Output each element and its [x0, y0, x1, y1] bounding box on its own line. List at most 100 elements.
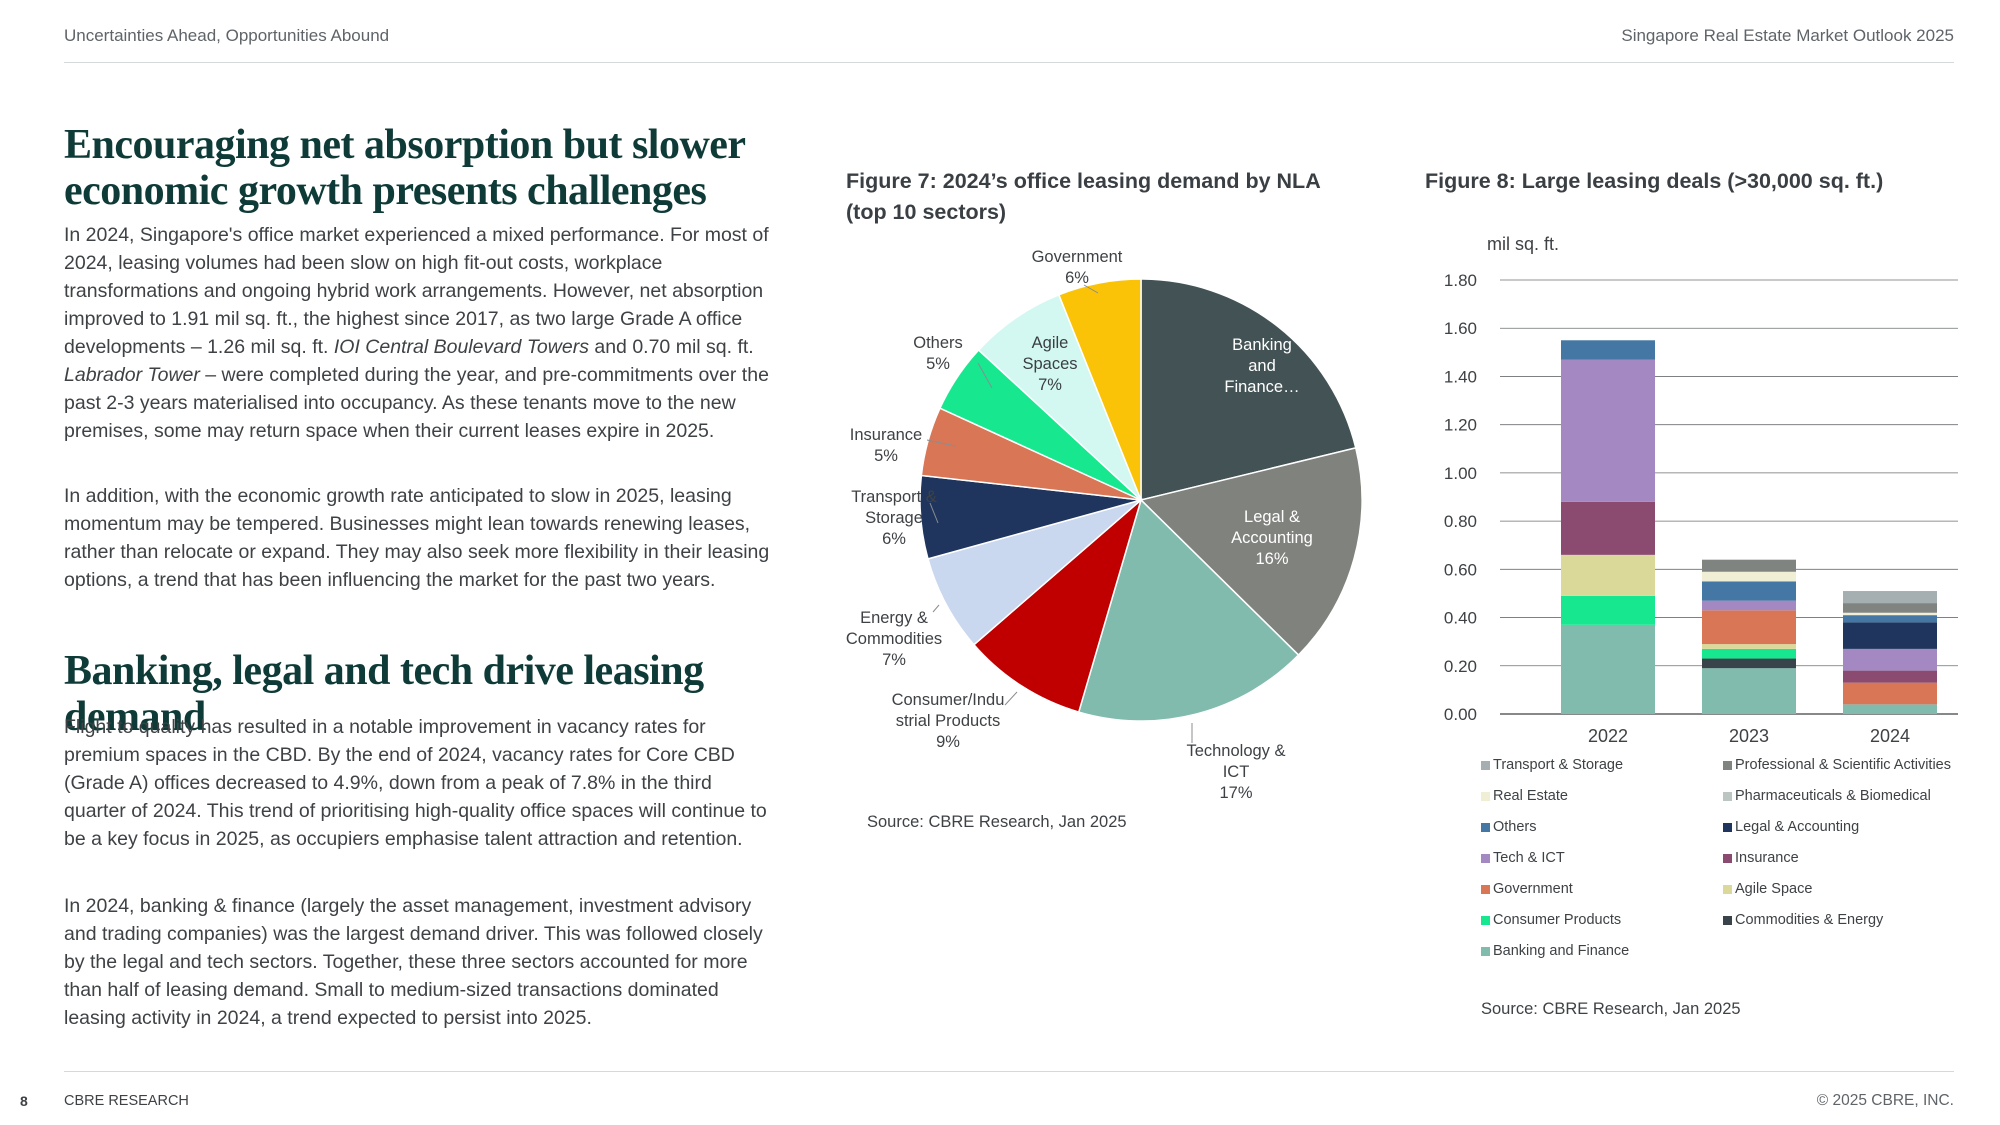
bar-segment-2023-agile-space	[1702, 644, 1796, 649]
running-header-report: Singapore Real Estate Market Outlook 202…	[1621, 26, 1954, 45]
bar-segment-2022-insurance	[1561, 501, 1655, 555]
y-tick-label: 0.60	[1444, 560, 1477, 579]
y-axis-label: mil sq. ft.	[1487, 234, 1559, 254]
legend-label: Consumer Products	[1493, 912, 1622, 928]
footer-divider	[64, 1071, 1954, 1072]
bar-segment-2024-real-estate	[1843, 612, 1937, 616]
legend-item-agile-space: Agile Space	[1723, 880, 1961, 898]
legend-label: Others	[1493, 819, 1537, 835]
legend-label: Transport & Storage	[1493, 757, 1624, 773]
building-name-labrador: Labrador Tower	[64, 364, 200, 386]
y-tick-label: 1.20	[1444, 416, 1477, 435]
pie-label-others: Others 5%	[913, 334, 963, 373]
legend-item-others: Others	[1481, 818, 1723, 836]
bar-segment-2023-commodities-energy	[1702, 658, 1796, 669]
pie-label-technology-ict: Technology & ICT 17%	[1186, 742, 1285, 802]
legend-swatch	[1723, 822, 1732, 832]
legend-item-transport-storage: Transport & Storage	[1481, 756, 1723, 774]
y-tick-label: 1.00	[1444, 464, 1477, 483]
pie-label-consumer-industrial-products: Consumer/Indu strial Products 9%	[892, 691, 1005, 751]
legend-label: Agile Space	[1735, 881, 1813, 897]
legend-item-professional-scientific-activities: Professional & Scientific Activities	[1723, 756, 1961, 774]
section-heading-leasing-demand: Banking, legal and tech drive leasing de…	[64, 648, 704, 740]
bar-segment-2024-transport-storage	[1843, 591, 1937, 604]
legend-swatch	[1723, 791, 1732, 801]
legend-item-commodities-energy: Commodities & Energy	[1723, 911, 1961, 929]
paragraph-demand-drivers: In 2024, banking & finance (largely the …	[64, 895, 763, 1029]
figure8-stacked-bar-chart: mil sq. ft. 0.00 0.20 0.40 0.60 0.80 1.00 1.20 1…	[1444, 234, 1958, 746]
legend-swatch	[1723, 884, 1732, 894]
figure7-pie-chart: Banking and Finance… Legal & Accounting 16% Te…	[846, 248, 1363, 802]
leader-line-others	[977, 362, 993, 389]
bar-segment-2024-tech-ict	[1843, 648, 1937, 671]
legend-swatch	[1723, 760, 1732, 770]
legend-swatch	[1481, 760, 1490, 770]
footer-copyright: © 2025 CBRE, INC.	[1816, 1092, 1954, 1109]
legend-item-banking-and-finance: Banking and Finance	[1481, 942, 1723, 960]
legend-item-government: Government	[1481, 880, 1723, 898]
pie-slice-technology-ict	[1077, 498, 1300, 722]
x-tick-label: 2024	[1870, 726, 1910, 746]
bar-segment-2024-government	[1843, 682, 1937, 705]
paragraph-text: – were completed during the year, and pr…	[64, 364, 769, 442]
building-name-ioi: IOI Central Boulevard Towers	[333, 336, 589, 358]
pie-slice-consumer-industrial-products	[972, 497, 1143, 713]
figure8-legend: Transport & Storage Professional & Scient…	[1481, 756, 1961, 960]
x-tick-label: 2023	[1729, 726, 1769, 746]
x-tick-label: 2022	[1588, 726, 1628, 746]
bar-segment-2023-government	[1702, 610, 1796, 645]
y-tick-label: 0.80	[1444, 512, 1477, 531]
y-tick-label: 0.20	[1444, 657, 1477, 676]
running-header-title: Uncertainties Ahead, Opportunities Aboun…	[64, 26, 390, 45]
legend-swatch	[1481, 884, 1490, 894]
legend-swatch	[1723, 915, 1732, 925]
figure8-title: Figure 8: Large leasing deals (>30,000 s…	[1425, 169, 1884, 193]
legend-label: Banking and Finance	[1493, 943, 1630, 959]
legend-item-tech-ict: Tech & ICT	[1481, 849, 1723, 867]
bar-segment-2024-banking-and-finance	[1843, 704, 1937, 714]
legend-label: Professional & Scientific Activities	[1735, 757, 1951, 773]
section-heading-absorption: Encouraging net absorption but slower ec…	[64, 122, 745, 214]
bar-segment-2024-legal-accounting	[1843, 622, 1937, 649]
y-tick-label: 1.60	[1444, 319, 1477, 338]
legend-swatch	[1481, 791, 1490, 801]
pie-label-energy-commodities: Energy & Commodities 7%	[846, 609, 942, 669]
leader-line-consumer-industrial-products	[1004, 691, 1018, 706]
legend-swatch	[1481, 915, 1490, 925]
legend-label: Government	[1493, 881, 1573, 897]
leader-line-government	[1083, 284, 1099, 294]
legend-label: Insurance	[1735, 850, 1799, 866]
pie-label-banking-and-finance: Banking and Finance…	[1224, 336, 1299, 396]
y-tick-label: 0.40	[1444, 609, 1477, 628]
legend-label: Real Estate	[1493, 788, 1568, 804]
bar-segment-2023-real-estate	[1702, 571, 1796, 582]
pie-label-agile-spaces: Agile Spaces 7%	[1022, 334, 1077, 394]
bar-segment-2024-professional-scientific-activities	[1843, 603, 1937, 613]
legend-label: Legal & Accounting	[1735, 819, 1860, 835]
bar-segment-2024-others	[1843, 615, 1937, 623]
bar-segment-2023-professional-scientific-activities	[1702, 559, 1796, 572]
figure8-source: Source: CBRE Research, Jan 2025	[1481, 1000, 1741, 1018]
bar-segment-2024-insurance	[1843, 670, 1937, 683]
leader-line-energy-commodities	[932, 604, 940, 613]
legend-swatch	[1481, 853, 1490, 863]
bar-segment-2023-tech-ict	[1702, 600, 1796, 611]
legend-item-real-estate: Real Estate	[1481, 787, 1723, 805]
leader-line-insurance	[926, 439, 956, 447]
bar-segment-2023-others	[1702, 581, 1796, 601]
pie-label-insurance: Insurance 5%	[850, 426, 922, 465]
paragraph-text: and 0.70 mil sq. ft.	[588, 336, 754, 358]
pie-label-government: Government 6%	[1032, 248, 1123, 287]
pie-slice-legal-accounting	[1139, 446, 1363, 657]
header-divider	[64, 62, 1954, 63]
footer-brand: CBRE RESEARCH	[64, 1093, 189, 1109]
figure7-source: Source: CBRE Research, Jan 2025	[867, 813, 1127, 831]
bar-segment-2022-banking-and-finance	[1561, 624, 1655, 714]
pie-label-transport-storage: Transport & Storage 6%	[851, 488, 937, 548]
legend-item-consumer-products: Consumer Products	[1481, 911, 1723, 929]
y-tick-label: 1.80	[1444, 271, 1477, 290]
paragraph-flight-to-quality: Flight to quality has resulted in a nota…	[64, 716, 767, 850]
legend-item-legal-accounting: Legal & Accounting	[1723, 818, 1961, 836]
figure7-title: Figure 7: 2024’s office leasing demand b…	[846, 169, 1320, 224]
legend-item-insurance: Insurance	[1723, 849, 1961, 867]
